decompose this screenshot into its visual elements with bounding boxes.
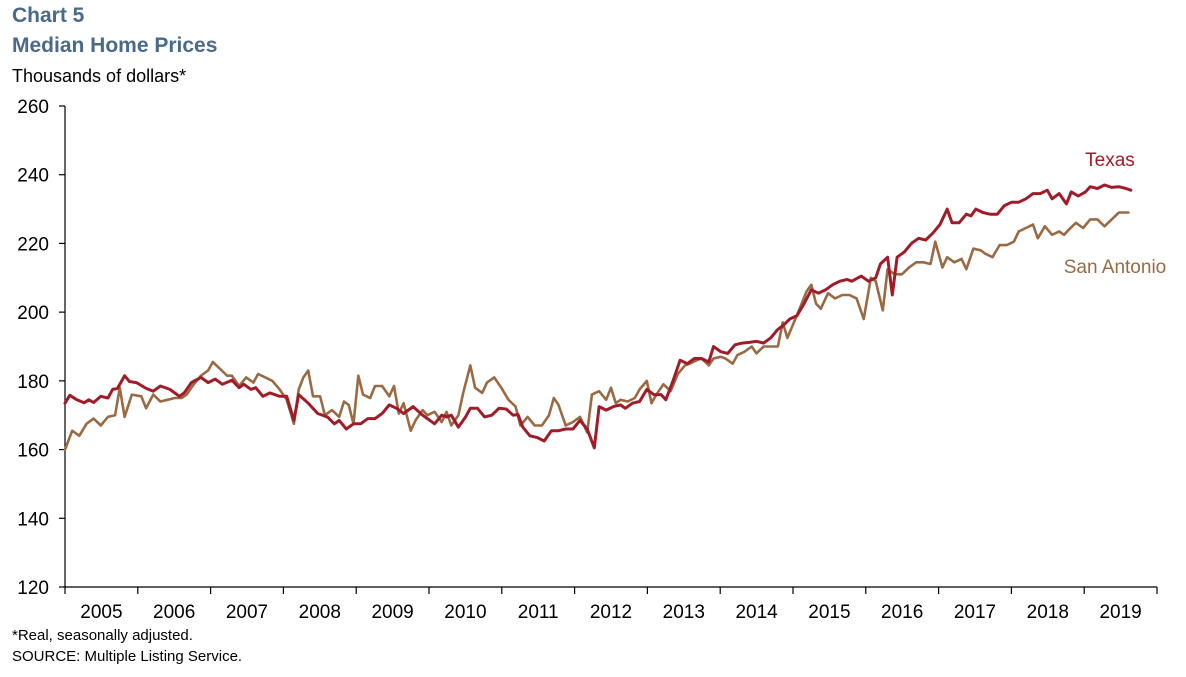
footnote-real-adjusted: *Real, seasonally adjusted.: [12, 627, 193, 644]
y-tick-label: 140: [17, 509, 49, 530]
x-tick-label: 2015: [808, 602, 850, 623]
x-tick-label: 2005: [80, 602, 122, 623]
x-tick-label: 2010: [444, 602, 486, 623]
chart-axes: 120 140 160 180 200 220 240 260 2005 2006 2007 2008…: [17, 97, 1158, 623]
series-label-san-antonio: San Antonio: [1064, 257, 1166, 278]
series-line-texas: [63, 183, 1133, 450]
series-line-san-antonio: [63, 211, 1130, 451]
source-note: SOURCE: Multiple Listing Service.: [12, 648, 243, 665]
x-tick-label: 2008: [299, 602, 341, 623]
chart-label: Chart 5: [12, 4, 85, 27]
y-tick-label: 200: [17, 303, 49, 324]
x-tick-label: 2011: [518, 602, 559, 623]
y-axis-unit-label: Thousands of dollars*: [12, 66, 187, 86]
series-label-texas: Texas: [1085, 150, 1135, 171]
chart-title: Median Home Prices: [12, 34, 218, 57]
y-tick-label: 240: [17, 166, 49, 187]
x-tick-label: 2006: [153, 602, 195, 623]
series-layer: Texas San Antonio: [63, 150, 1166, 451]
x-tick-label: 2007: [226, 602, 268, 623]
y-tick-label: 160: [17, 441, 49, 462]
x-tick-label: 2013: [663, 602, 705, 623]
x-tick-label: 2009: [371, 602, 413, 623]
x-tick-label: 2018: [1027, 602, 1069, 623]
x-tick-label: 2014: [735, 602, 778, 623]
x-tick-label: 2017: [954, 602, 996, 623]
x-tick-label: 2012: [590, 602, 632, 623]
y-tick-label: 120: [17, 578, 49, 599]
y-tick-label: 220: [17, 234, 49, 255]
x-tick-label: 2016: [881, 602, 923, 623]
y-tick-label: 260: [17, 97, 49, 118]
y-tick-label: 180: [17, 372, 49, 393]
x-tick-label: 2019: [1099, 602, 1141, 623]
